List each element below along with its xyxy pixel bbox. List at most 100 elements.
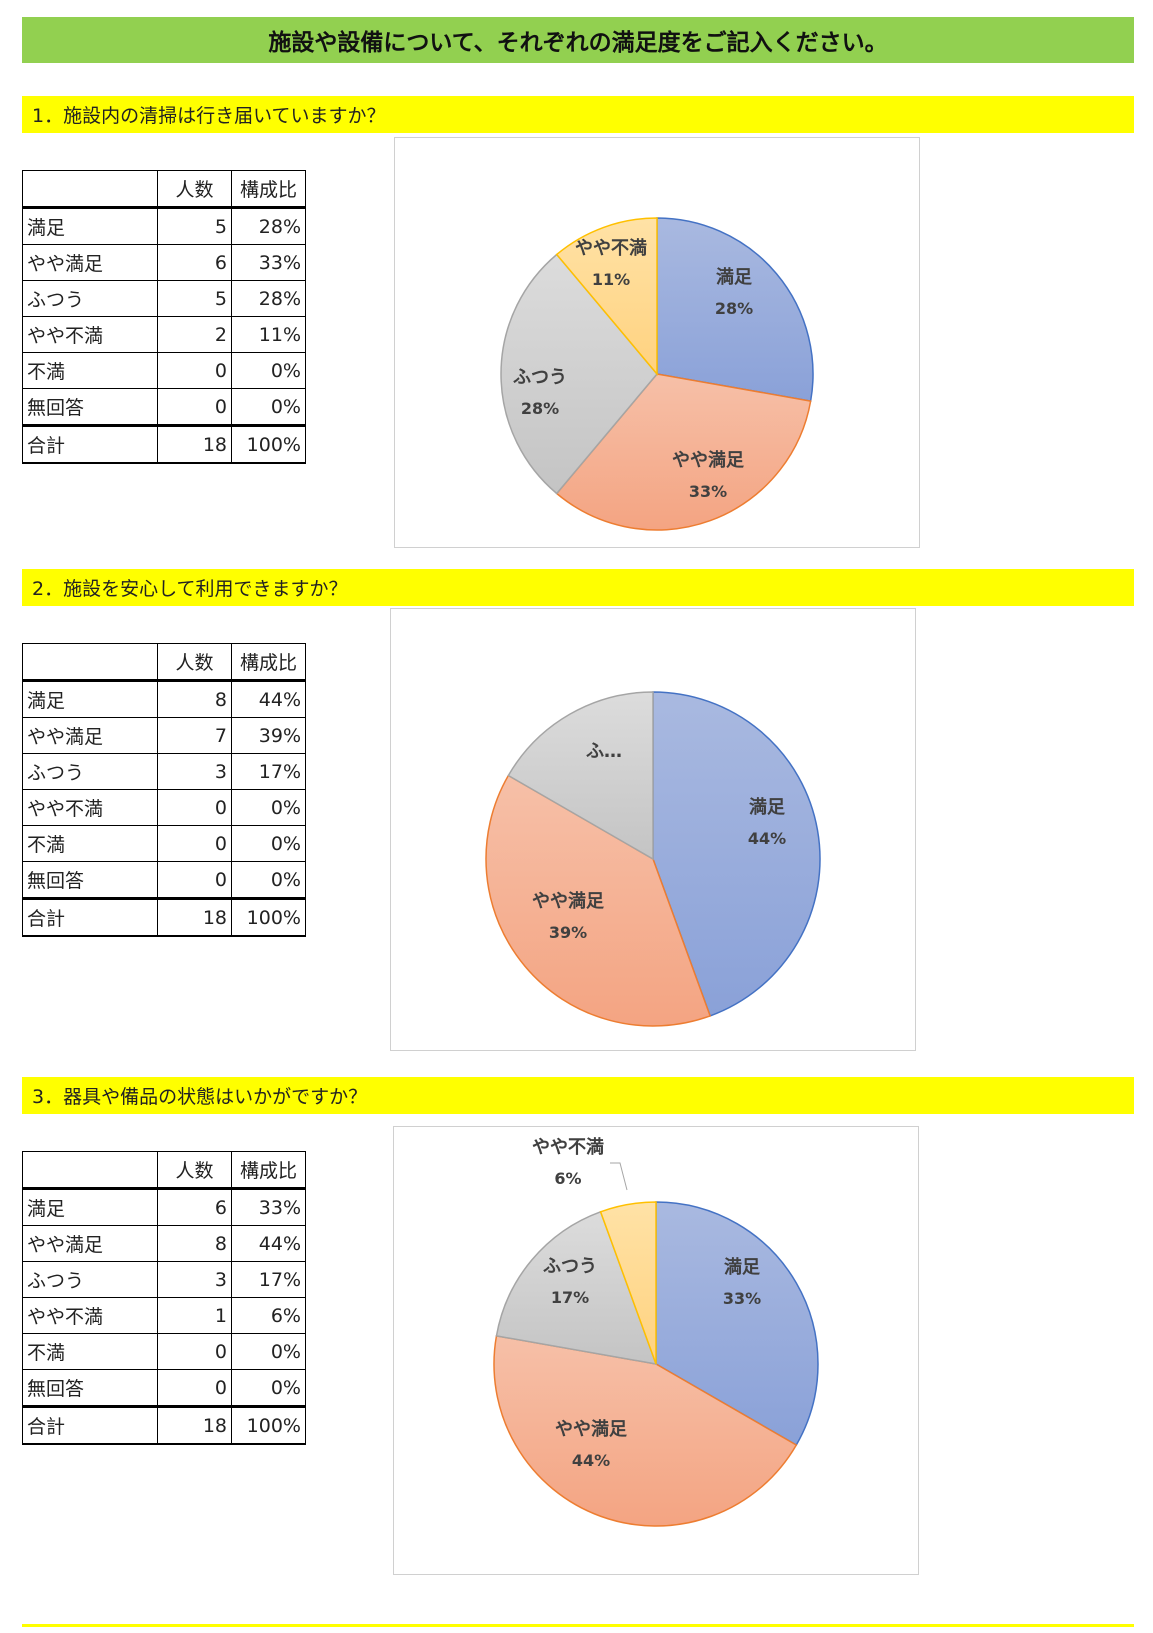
row-count: 3: [157, 1261, 232, 1298]
pie-slice-yaya-manzoku: [555, 373, 812, 531]
data-label-manzoku-name: 満足: [749, 796, 785, 818]
question-3-chart: 満足 33% やや満足 44% ふつう 17% やや不満 6%: [393, 1126, 919, 1575]
table-header-row: 人数 構成比: [22, 643, 306, 682]
table-row: 満足 5 28%: [22, 207, 306, 245]
row-ratio: 6%: [231, 1297, 306, 1334]
header-count: 人数: [157, 170, 232, 209]
row-label: 無回答: [22, 388, 158, 426]
row-count: 18: [157, 424, 232, 464]
pie-chart: 満足 28% やや満足 33% ふつう 28% やや不満 11%: [500, 217, 814, 531]
table-total-row: 合計 18 100%: [22, 424, 306, 464]
row-ratio: 0%: [231, 789, 306, 826]
row-ratio: 0%: [231, 825, 306, 862]
table-row: やや不満 2 11%: [22, 316, 306, 353]
leader-line: [610, 1162, 628, 1191]
header-count: 人数: [157, 1151, 232, 1190]
table-total-row: 合計 18 100%: [22, 897, 306, 937]
data-label-yaya-manzoku-pct: 44%: [572, 1451, 610, 1470]
table-row: 無回答 0 0%: [22, 861, 306, 899]
table-row: やや満足 7 39%: [22, 717, 306, 754]
question-2-chart: 満足 44% やや満足 39% ふ…: [390, 608, 916, 1051]
table-row: 無回答 0 0%: [22, 1369, 306, 1407]
row-label: 不満: [22, 825, 158, 862]
data-label-manzoku-name: 満足: [724, 1256, 760, 1278]
row-label: 不満: [22, 1333, 158, 1370]
question-1-table: 人数 構成比 満足 5 28% やや満足 6 33% ふつう 5 28% やや不満 2 11% …: [22, 170, 306, 464]
row-ratio: 28%: [231, 207, 306, 245]
data-label-futsuu-pct: 17%: [551, 1288, 589, 1307]
pie-chart: 満足 44% やや満足 39% ふ…: [485, 691, 821, 1027]
table-row: ふつう 3 17%: [22, 1261, 306, 1298]
row-ratio: 39%: [231, 717, 306, 754]
question-1-chart: 満足 28% やや満足 33% ふつう 28% やや不満 11%: [394, 137, 920, 548]
header-ratio: 構成比: [231, 1151, 306, 1190]
row-label: 合計: [22, 1405, 158, 1445]
pie-slice-yaya-fuman: [555, 217, 658, 377]
header-ratio: 構成比: [231, 643, 306, 682]
pie-slice-manzoku: [655, 1201, 819, 1447]
row-count: 0: [157, 1333, 232, 1370]
row-ratio: 11%: [231, 316, 306, 353]
row-count: 0: [157, 388, 232, 426]
row-count: 3: [157, 753, 232, 790]
row-label: 合計: [22, 424, 158, 464]
row-ratio: 33%: [231, 1188, 306, 1226]
data-label-yaya-fuman-pct: 6%: [554, 1169, 581, 1188]
header-blank-cell: [22, 643, 158, 682]
row-count: 6: [157, 244, 232, 281]
pie-chart: 満足 33% やや満足 44% ふつう 17% やや不満 6%: [493, 1136, 819, 1527]
row-count: 0: [157, 825, 232, 862]
table-row: ふつう 5 28%: [22, 280, 306, 317]
question-3-table: 人数 構成比 満足 6 33% やや満足 8 44% ふつう 3 17% やや不満 1 6% 不…: [22, 1151, 306, 1445]
row-count: 2: [157, 316, 232, 353]
data-label-futsuu-name: ふつう: [543, 1256, 597, 1277]
header-blank-cell: [22, 1151, 158, 1190]
table-header-row: 人数 構成比: [22, 170, 306, 209]
row-label: ふつう: [22, 1261, 158, 1298]
table-row: 満足 6 33%: [22, 1188, 306, 1226]
row-ratio: 17%: [231, 753, 306, 790]
row-label: やや不満: [22, 789, 158, 826]
row-count: 8: [157, 680, 232, 718]
row-label: やや満足: [22, 244, 158, 281]
row-ratio: 0%: [231, 388, 306, 426]
table-row: やや満足 8 44%: [22, 1225, 306, 1262]
row-ratio: 28%: [231, 280, 306, 317]
question-2-table: 人数 構成比 満足 8 44% やや満足 7 39% ふつう 3 17% やや不満 0 0% 不…: [22, 643, 306, 937]
table-row: 不満 0 0%: [22, 825, 306, 862]
table-row: やや不満 0 0%: [22, 789, 306, 826]
data-label-manzoku-name: 満足: [716, 266, 752, 288]
row-count: 18: [157, 1405, 232, 1445]
row-label: やや満足: [22, 717, 158, 754]
data-label-yaya-manzoku-name: やや満足: [672, 449, 744, 471]
question-2-title: 2．施設を安心して利用できますか？: [22, 569, 1134, 606]
row-label: ふつう: [22, 753, 158, 790]
table-row: ふつう 3 17%: [22, 753, 306, 790]
section-divider: [22, 1624, 1134, 1627]
table-row: 満足 8 44%: [22, 680, 306, 718]
row-label: 満足: [22, 207, 158, 245]
table-row: やや満足 6 33%: [22, 244, 306, 281]
row-label: 満足: [22, 1188, 158, 1226]
row-label: やや不満: [22, 1297, 158, 1334]
table-total-row: 合計 18 100%: [22, 1405, 306, 1445]
row-ratio: 17%: [231, 1261, 306, 1298]
pie-slice-yaya-manzoku: [493, 1335, 798, 1527]
pie-slice-futsuu: [507, 691, 654, 861]
pie-slice-yaya-fuman: [599, 1201, 657, 1365]
row-count: 0: [157, 1369, 232, 1407]
row-label: やや満足: [22, 1225, 158, 1262]
table-row: 不満 0 0%: [22, 1333, 306, 1370]
row-ratio: 100%: [231, 424, 306, 464]
row-ratio: 44%: [231, 680, 306, 718]
data-label-yaya-fuman-name: やや不満: [532, 1136, 604, 1158]
row-label: 不満: [22, 352, 158, 389]
row-count: 0: [157, 789, 232, 826]
data-label-yaya-manzoku-name: やや満足: [532, 890, 604, 912]
row-count: 5: [157, 207, 232, 245]
data-label-manzoku-pct: 28%: [715, 299, 753, 318]
row-ratio: 100%: [231, 897, 306, 937]
row-count: 0: [157, 861, 232, 899]
pie-slice-futsuu: [500, 253, 658, 495]
table-row: 無回答 0 0%: [22, 388, 306, 426]
